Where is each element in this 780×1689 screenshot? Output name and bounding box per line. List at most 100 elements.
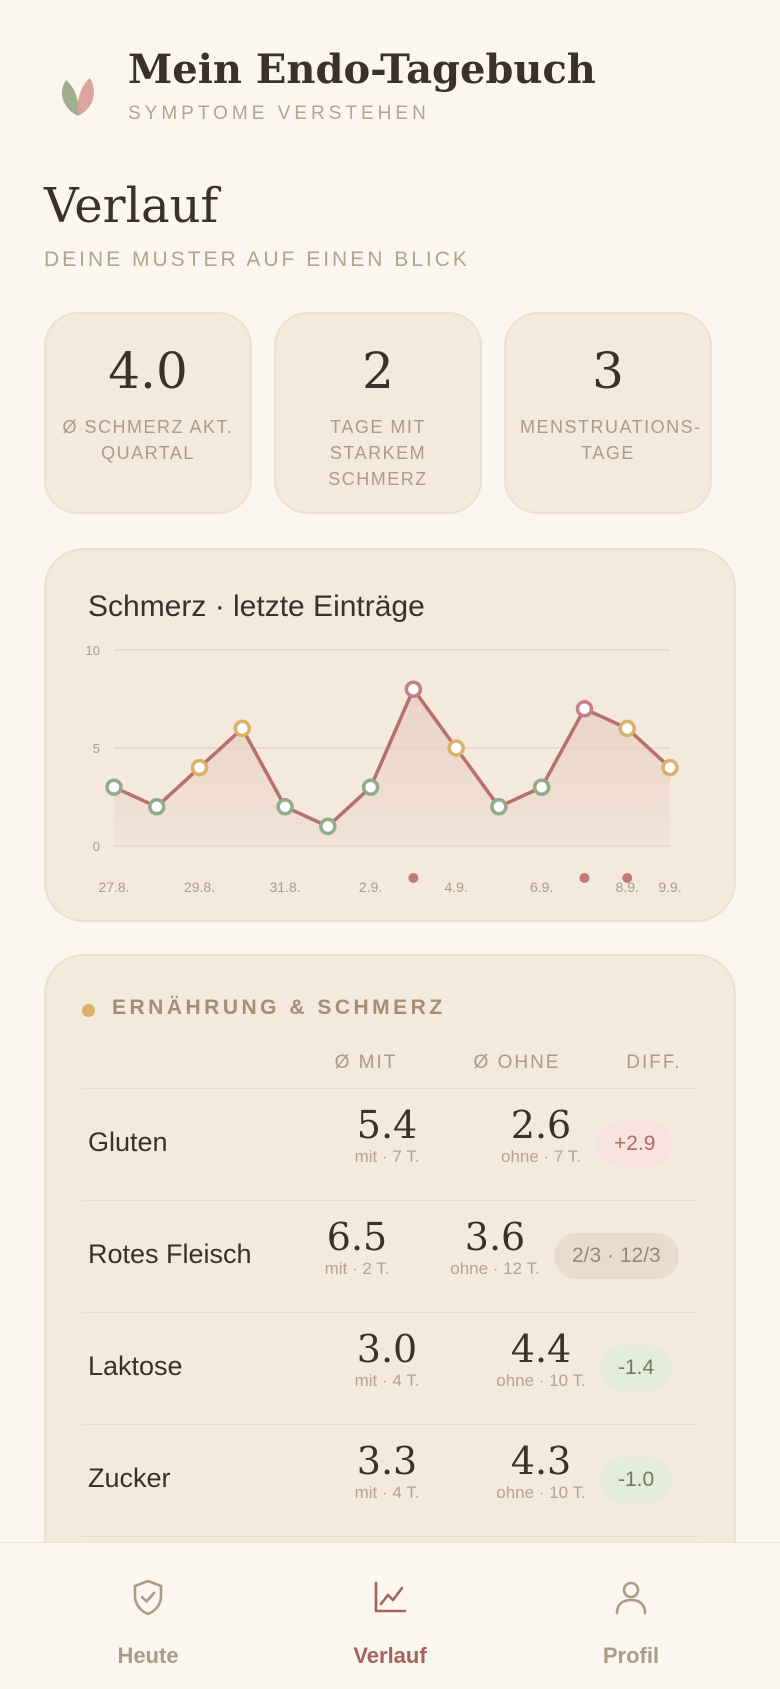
line-chart-icon [374, 1581, 407, 1613]
cell-with: 5.4 mit · 7 T. [312, 1103, 462, 1167]
y-tick-label: 10 [86, 643, 100, 658]
stat-label: MENSTRUATIONS-TAGE [520, 417, 702, 463]
x-tick-label: 6.9. [530, 879, 553, 895]
diet-row-gluten[interactable]: Gluten 5.4 mit · 7 T. 2.6 ohne · 7 T. +2… [82, 1088, 698, 1201]
stat-value: 4.0 [108, 342, 188, 400]
pain-chart-card: Schmerz · letzte Einträge 0 5 10 27.8. 29.8.… [44, 548, 736, 922]
pain-point-9.9. [661, 758, 679, 777]
food-name: Laktose [88, 1351, 183, 1381]
pain-point-8.9. [618, 719, 636, 738]
nav-item-verlauf[interactable]: Verlauf [290, 1543, 490, 1689]
diet-row-lactose[interactable]: Laktose 3.0 mit · 4 T. 4.4 ohne · 10 T. … [82, 1312, 698, 1425]
avg-with-value: 3.0 [356, 1327, 418, 1371]
pain-point-5.9. [490, 798, 508, 816]
x-tick-label: 27.8. [98, 879, 129, 895]
pain-point-2.9. [361, 778, 380, 796]
app-subtitle: SYMPTOME VERSTEHEN [128, 103, 430, 124]
avg-with-value: 5.4 [356, 1103, 418, 1147]
pain-point-29.8. [190, 758, 209, 777]
nav-item-profil[interactable]: Profil [531, 1543, 731, 1689]
stat-card-strong-pain-days: 2 TAGE MIT STARKEM SCHMERZ [274, 312, 482, 514]
app-title: Mein Endo-Tagebuch [128, 46, 596, 93]
y-tick-label: 0 [93, 839, 100, 854]
pain-area-fill [114, 689, 670, 846]
col-head-without: Ø OHNE [473, 1052, 561, 1073]
avg-without-days: ohne · 12 T. [450, 1259, 540, 1278]
avg-with-days: mit · 7 T. [354, 1147, 420, 1166]
diet-heading: ERNÄHRUNG & SCHMERZ [112, 996, 446, 1019]
stat-card-menstruation-days: 3 MENSTRUATIONS-TAGE [504, 312, 712, 514]
menstruation-dot-3.9. [408, 873, 419, 883]
section-dot-icon [82, 1004, 95, 1017]
food-name: Gluten [88, 1127, 168, 1157]
shield-check-icon [133, 1579, 163, 1616]
avg-with-value: 6.5 [326, 1215, 388, 1259]
diet-pain-card: ERNÄHRUNG & SCHMERZ Ø MIT Ø OHNE DIFF. G… [44, 954, 736, 1594]
cell-with: 3.0 mit · 4 T. [312, 1327, 462, 1391]
cell-without: 4.4 ohne · 10 T. [466, 1327, 616, 1391]
cell-with: 6.5 mit · 2 T. [282, 1215, 432, 1279]
pain-point-4.9. [447, 739, 465, 757]
avg-with-value: 3.3 [356, 1439, 418, 1483]
pain-point-7.9. [575, 700, 594, 718]
pain-series-line [113, 687, 672, 829]
x-tick-label: 29.8. [184, 879, 215, 895]
avg-without-value: 4.4 [510, 1327, 572, 1371]
menstruation-dot-7.9. [579, 873, 590, 883]
diff-badge: +2.9 [596, 1121, 674, 1167]
x-tick-label: 9.9. [658, 879, 681, 895]
diet-row-divider [82, 1536, 698, 1592]
nav-label: Heute [117, 1643, 179, 1668]
diet-row-sugar[interactable]: Zucker 3.3 mit · 4 T. 4.3 ohne · 10 T. -… [82, 1424, 698, 1537]
pain-point-3.9. [404, 680, 423, 698]
food-name: Zucker [88, 1463, 171, 1493]
pain-point-27.8. [105, 778, 123, 796]
stat-value: 3 [592, 342, 624, 400]
avg-without-days: ohne · 7 T. [500, 1147, 582, 1166]
page-subtitle: DEINE MUSTER AUF EINEN BLICK [44, 248, 470, 271]
diff-badge: 2/3 · 12/3 [554, 1233, 679, 1279]
col-head-with: Ø MIT [334, 1052, 398, 1073]
pain-point-1.9. [319, 817, 337, 836]
stat-card-avg-pain: 4.0 Ø SCHMERZ AKT. QUARTAL [44, 312, 252, 514]
x-tick-label: 2.9. [359, 879, 382, 895]
x-tick-label: 4.9. [444, 879, 467, 895]
food-name: Rotes Fleisch [88, 1239, 252, 1269]
nav-item-heute[interactable]: Heute [48, 1543, 248, 1689]
stat-value: 2 [362, 342, 394, 400]
app-header: Mein Endo-Tagebuch SYMPTOME VERSTEHEN [0, 0, 780, 150]
user-icon [615, 1581, 647, 1615]
avg-without-value: 4.3 [510, 1439, 572, 1483]
pain-point-31.8. [276, 798, 294, 816]
avg-without-days: ohne · 10 T. [496, 1371, 586, 1390]
cell-without: 3.6 ohne · 12 T. [420, 1215, 570, 1279]
bottom-nav: Heute Verlauf Profil [0, 1542, 780, 1689]
stat-label: Ø SCHMERZ AKT. QUARTAL [62, 417, 234, 463]
page-title: Verlauf [44, 178, 219, 234]
avg-without-value: 3.6 [464, 1215, 526, 1259]
avg-without-value: 2.6 [510, 1103, 572, 1147]
nav-label: Profil [602, 1643, 660, 1668]
avg-without-days: ohne · 10 T. [496, 1483, 586, 1502]
diff-badge: -1.4 [600, 1345, 673, 1391]
chart-title: Schmerz · letzte Einträge [88, 590, 425, 623]
pain-point-28.8. [148, 798, 166, 816]
nav-label: Verlauf [353, 1643, 427, 1668]
cell-without: 2.6 ohne · 7 T. [466, 1103, 616, 1167]
diet-row-red-meat[interactable]: Rotes Fleisch 6.5 mit · 2 T. 3.6 ohne · … [82, 1200, 698, 1313]
col-head-diff: DIFF. [626, 1052, 682, 1073]
avg-with-days: mit · 2 T. [324, 1259, 390, 1278]
pain-point-30.8. [233, 719, 252, 738]
x-tick-label: 8.9. [616, 879, 639, 895]
y-tick-label: 5 [93, 741, 100, 756]
diff-badge: -1.0 [600, 1457, 673, 1503]
two-leaves-logo-icon [62, 78, 94, 116]
x-tick-label: 31.8. [270, 879, 301, 895]
avg-with-days: mit · 4 T. [354, 1483, 420, 1502]
pain-chart: 0 5 10 27.8. 29.8. 31.8. 2.9. 4.9. 6.9. 8.9. 9.9. [86, 643, 682, 895]
menstruation-dot-8.9. [622, 873, 633, 883]
cell-without: 4.3 ohne · 10 T. [466, 1439, 616, 1503]
avg-with-days: mit · 4 T. [354, 1371, 420, 1390]
pain-point-6.9. [532, 778, 551, 796]
cell-with: 3.3 mit · 4 T. [312, 1439, 462, 1503]
